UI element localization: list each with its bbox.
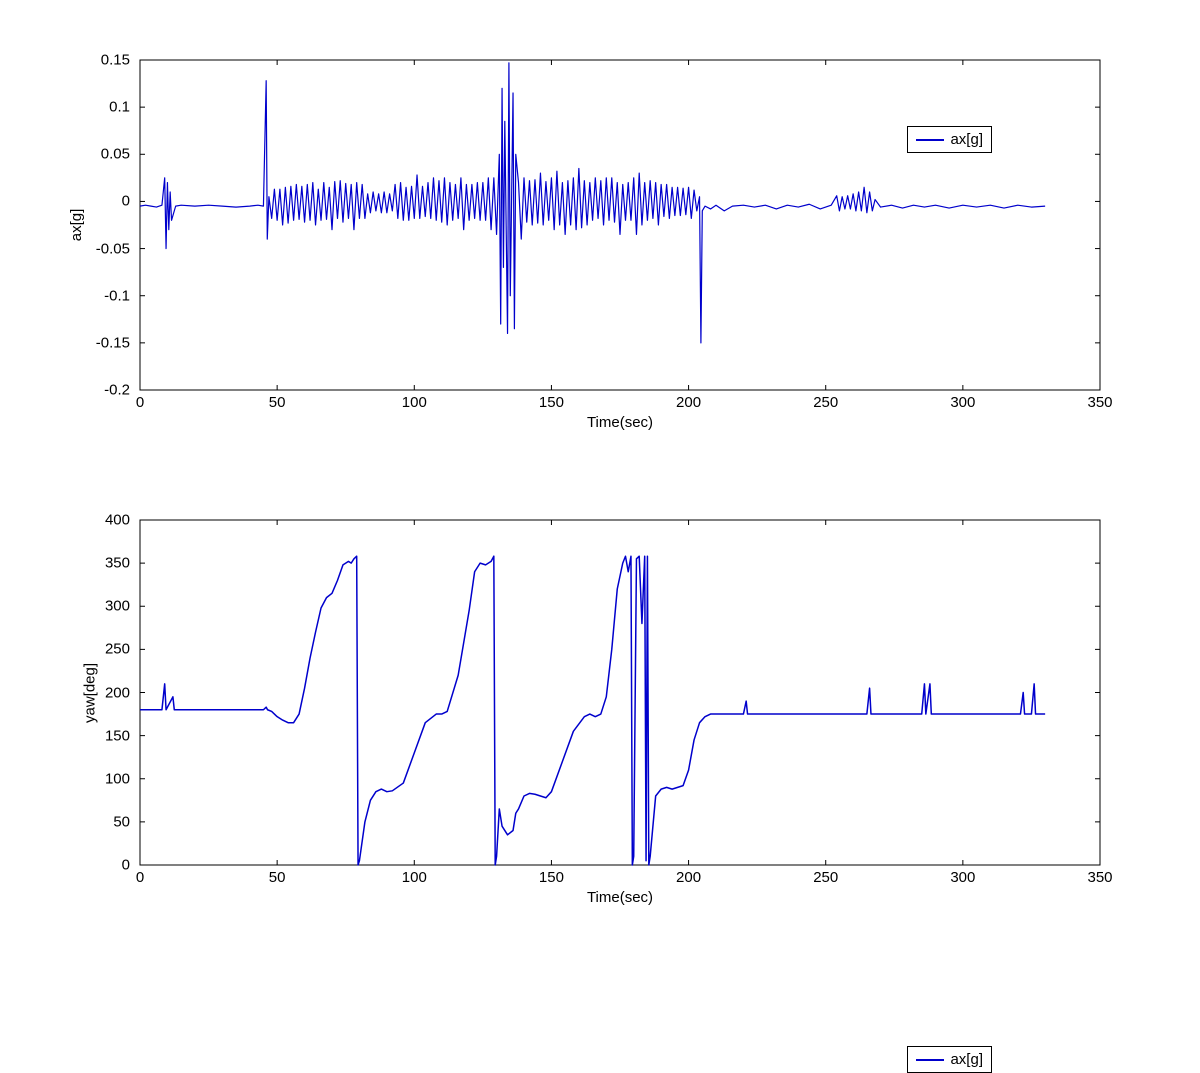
top-chart-legend: ax[g] (907, 126, 992, 153)
y-tick-label: 0 (80, 857, 130, 874)
bottom-chart-legend: ax[g] (907, 1046, 992, 1073)
x-tick-label: 50 (269, 869, 286, 886)
y-tick-label: 100 (80, 770, 130, 787)
x-tick-label: 150 (539, 869, 564, 886)
y-tick-label: 0 (80, 193, 130, 210)
top-chart-ylabel: ax[g] (68, 209, 85, 242)
top-chart-svg (140, 60, 1100, 390)
x-tick-label: 100 (402, 394, 427, 411)
x-tick-label: 200 (676, 394, 701, 411)
y-tick-label: 400 (80, 512, 130, 529)
x-tick-label: 50 (269, 394, 286, 411)
x-tick-label: 0 (136, 394, 144, 411)
y-tick-label: 0.05 (80, 146, 130, 163)
x-tick-label: 0 (136, 869, 144, 886)
legend-line-icon (916, 1059, 944, 1061)
top-chart-xlabel: Time(sec) (587, 414, 653, 431)
y-tick-label: -0.15 (80, 334, 130, 351)
y-tick-label: 200 (80, 684, 130, 701)
x-tick-label: 150 (539, 394, 564, 411)
y-tick-label: -0.1 (80, 287, 130, 304)
y-tick-label: -0.2 (80, 382, 130, 399)
x-tick-label: 350 (1087, 869, 1112, 886)
bottom-chart-xlabel: Time(sec) (587, 889, 653, 906)
legend-label: ax[g] (950, 1051, 983, 1068)
y-tick-label: -0.05 (80, 240, 130, 257)
bottom-chart-axes: ax[g] (140, 520, 1100, 865)
y-tick-label: 300 (80, 598, 130, 615)
x-tick-label: 350 (1087, 394, 1112, 411)
top-chart-axes: ax[g] (140, 60, 1100, 390)
y-tick-label: 50 (80, 813, 130, 830)
legend-label: ax[g] (950, 131, 983, 148)
y-tick-label: 0.1 (80, 99, 130, 116)
y-tick-label: 250 (80, 641, 130, 658)
y-tick-label: 150 (80, 727, 130, 744)
x-tick-label: 100 (402, 869, 427, 886)
x-tick-label: 300 (950, 869, 975, 886)
x-tick-label: 250 (813, 394, 838, 411)
y-tick-label: 0.15 (80, 52, 130, 69)
x-tick-label: 200 (676, 869, 701, 886)
figure: ax[g] Time(sec) ax[g] ax[g] Time(sec) ya… (0, 0, 1200, 955)
y-tick-label: 350 (80, 555, 130, 572)
x-tick-label: 300 (950, 394, 975, 411)
legend-line-icon (916, 139, 944, 141)
bottom-chart-svg (140, 520, 1100, 865)
x-tick-label: 250 (813, 869, 838, 886)
